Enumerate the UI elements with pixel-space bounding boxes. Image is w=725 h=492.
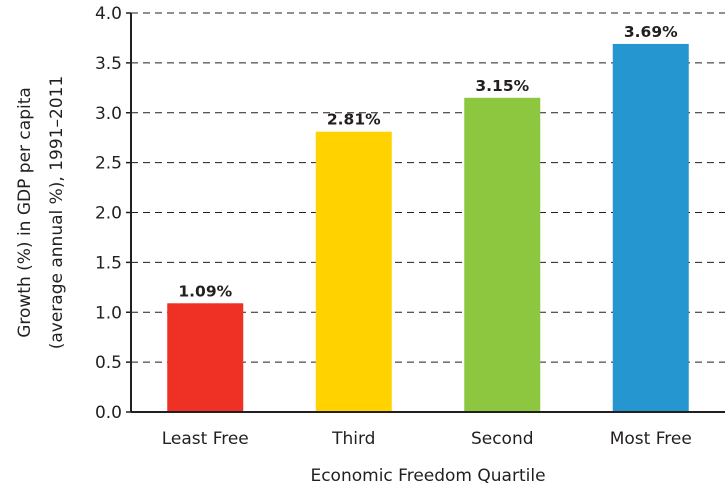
data-labels: 1.09% 2.81% 3.15% 3.69%: [178, 23, 678, 300]
y-axis-ticks: 0.0 0.5 1.0 1.5 2.0 2.5 3.0 3.5 4.0: [95, 4, 131, 423]
data-label: 2.81%: [327, 111, 381, 129]
x-tick-label: Second: [471, 429, 534, 449]
bar: [315, 131, 392, 412]
y-tick-label: 3.5: [95, 54, 122, 74]
y-tick-label: 2.0: [95, 204, 122, 224]
data-label: 3.15%: [475, 77, 529, 95]
bar: [167, 303, 244, 412]
y-axis-title-line2: (average annual %), 1991–2011: [47, 76, 67, 350]
data-label: 1.09%: [178, 282, 232, 300]
x-axis-ticks: Least Free Third Second Most Free: [162, 429, 692, 449]
y-tick-label: 2.5: [95, 154, 122, 174]
y-tick-label: 1.0: [95, 303, 122, 323]
x-tick-label: Least Free: [162, 429, 249, 449]
x-tick-label: Most Free: [610, 429, 692, 449]
y-tick-label: 3.0: [95, 104, 122, 124]
x-axis-title: Economic Freedom Quartile: [310, 466, 545, 486]
y-tick-label: 1.5: [95, 253, 122, 273]
bar: [464, 97, 541, 412]
data-label: 3.69%: [624, 23, 678, 41]
y-axis-title-line1: Growth (%) in GDP per capita: [15, 87, 35, 338]
y-tick-label: 4.0: [95, 4, 122, 24]
x-tick-label: Third: [331, 429, 375, 449]
bars: [167, 43, 689, 413]
y-tick-label: 0.0: [95, 403, 122, 423]
y-tick-label: 0.5: [95, 353, 122, 373]
bar: [612, 43, 689, 413]
